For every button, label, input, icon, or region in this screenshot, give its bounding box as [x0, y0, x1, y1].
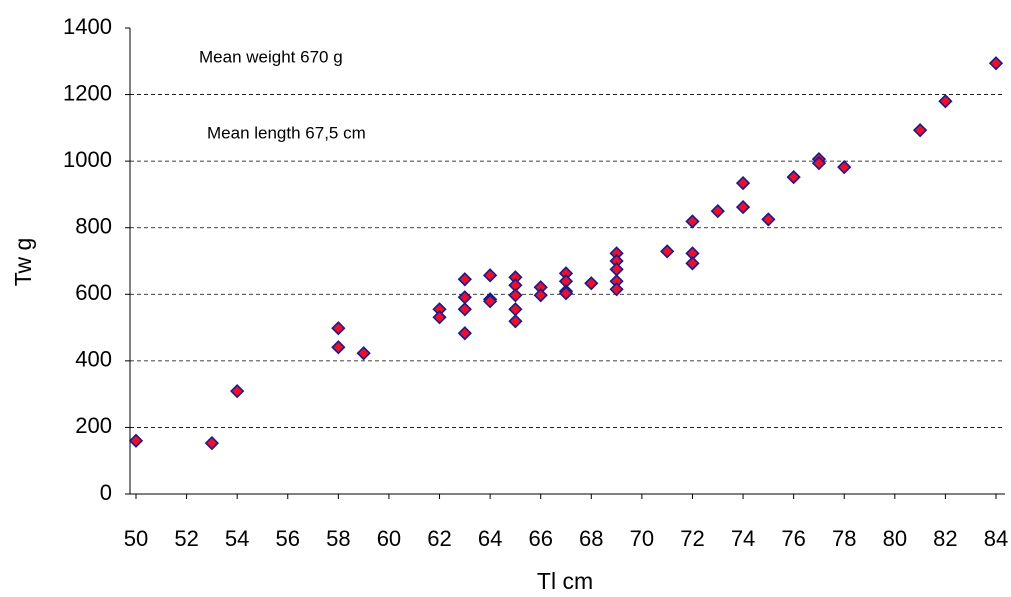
y-tick-label: 800: [75, 214, 112, 239]
point: [558, 286, 574, 301]
point: [685, 214, 700, 229]
point: [735, 175, 751, 191]
point: [912, 123, 928, 138]
x-tick-label: 82: [933, 526, 957, 551]
x-tick-label: 76: [781, 526, 805, 551]
x-tick-label: 52: [174, 526, 198, 551]
y-tick-label: 1000: [63, 147, 112, 172]
x-tick-label: 84: [984, 526, 1008, 551]
point: [331, 321, 346, 336]
point: [457, 272, 472, 287]
point: [457, 326, 472, 341]
x-tick-label: 80: [883, 526, 907, 551]
y-tick-label: 0: [100, 480, 112, 505]
x-tick-label: 78: [832, 526, 856, 551]
y-tick-label: 200: [75, 413, 112, 438]
annotation: Mean length 67,5 cm: [207, 123, 366, 142]
point: [988, 56, 1004, 71]
point: [660, 244, 675, 259]
point: [533, 288, 548, 303]
point: [508, 302, 523, 317]
point: [938, 94, 953, 109]
point: [761, 212, 776, 227]
point: [685, 256, 700, 271]
x-tick-label: 74: [731, 526, 755, 551]
point: [128, 433, 144, 448]
point: [735, 199, 751, 215]
point: [710, 203, 725, 219]
y-tick-label: 1200: [63, 80, 112, 105]
point: [331, 340, 346, 355]
x-tick-label: 62: [427, 526, 451, 551]
point: [811, 156, 827, 171]
point: [457, 290, 472, 305]
point: [432, 310, 447, 325]
point: [508, 314, 523, 329]
point: [584, 276, 599, 291]
x-tick-label: 68: [579, 526, 603, 551]
y-tick-label: 600: [75, 280, 112, 305]
x-tick-label: 66: [528, 526, 552, 551]
point: [482, 294, 498, 309]
x-tick-label: 58: [326, 526, 350, 551]
y-tick-label: 400: [75, 347, 112, 372]
y-tick-label: 1400: [63, 14, 112, 39]
x-tick-label: 56: [276, 526, 300, 551]
x-tick-label: 60: [377, 526, 401, 551]
point: [230, 384, 245, 399]
point: [837, 160, 852, 175]
point: [508, 288, 523, 303]
point: [609, 262, 624, 277]
x-tick-label: 70: [630, 526, 654, 551]
point: [457, 302, 472, 317]
point: [609, 282, 624, 297]
point: [786, 169, 801, 185]
x-tick-label: 54: [225, 526, 249, 551]
point: [356, 346, 371, 361]
y-axis-label: Tw g: [10, 238, 36, 287]
point: [204, 435, 220, 451]
point: [482, 268, 498, 283]
x-tick-label: 64: [478, 526, 502, 551]
x-axis-label: Tl cm: [537, 568, 593, 594]
x-tick-label: 72: [680, 526, 704, 551]
x-tick-label: 50: [124, 526, 148, 551]
annotation: Mean weight 670 g: [199, 47, 343, 66]
